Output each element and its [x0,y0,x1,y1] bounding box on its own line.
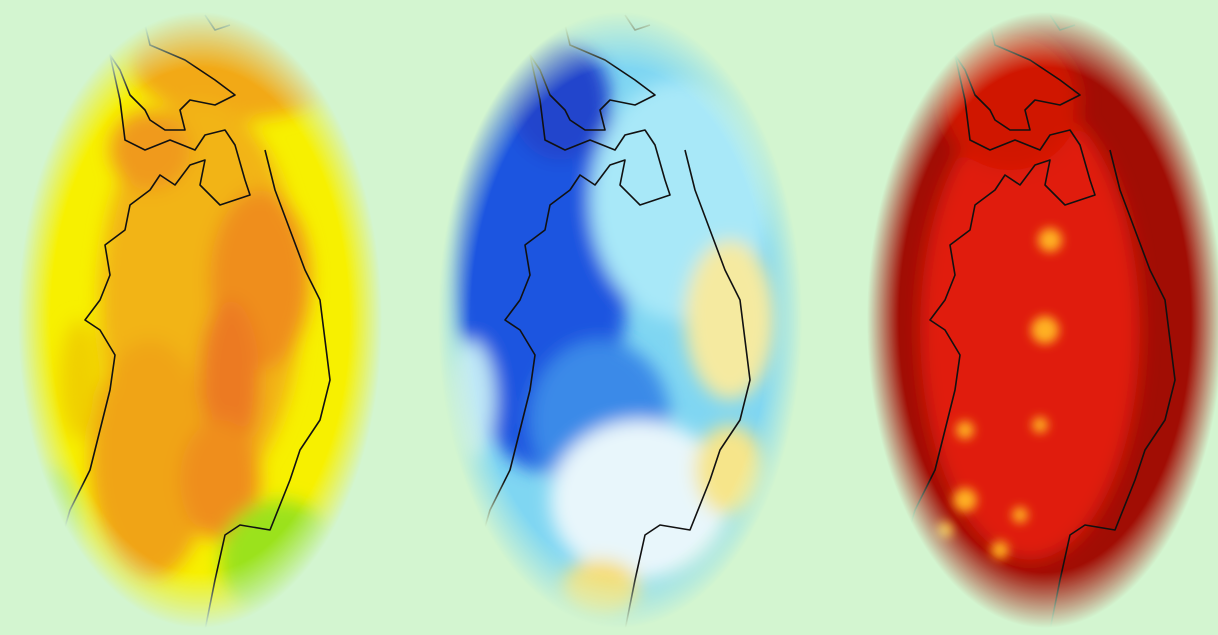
map-panel [860,0,1218,635]
map-panel [0,0,410,635]
map-panel [420,0,830,635]
